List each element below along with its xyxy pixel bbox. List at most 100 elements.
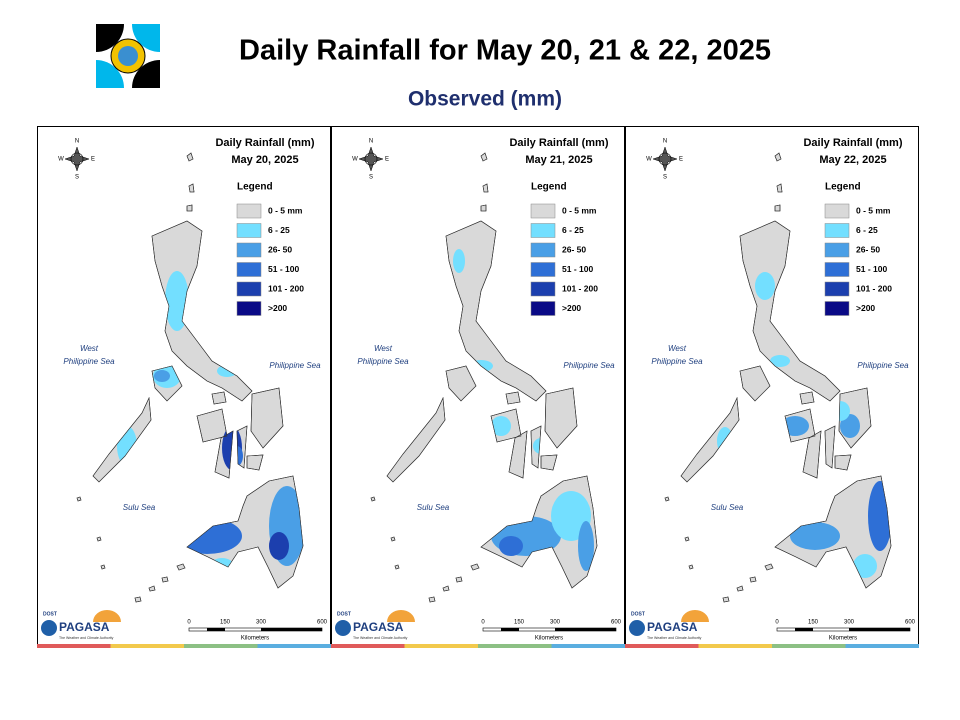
scale-tick-label: 0 [187, 620, 191, 626]
legend-label: 51 - 100 [268, 264, 299, 274]
legend-label: 0 - 5 mm [856, 205, 891, 215]
compass-label: E [385, 157, 389, 163]
compass-label: N [663, 139, 667, 145]
sea-label: Sulu Sea [711, 503, 744, 512]
legend-label: >200 [856, 303, 875, 313]
logo-tagline: The Weather and Climate Authority [59, 636, 114, 640]
compass-label: S [663, 175, 667, 181]
province-border [236, 425, 248, 469]
sea-label: Philippine Sea [269, 361, 321, 370]
province-border [838, 387, 872, 449]
logo-agency: PAGASA [647, 620, 698, 634]
legend-swatch [824, 262, 850, 277]
legend-label: 51 - 100 [856, 264, 887, 274]
compass-rose [652, 146, 678, 172]
panel-date: May 21, 2025 [525, 154, 592, 166]
panel-date: May 20, 2025 [231, 154, 298, 166]
province-border [196, 408, 228, 443]
province-border [445, 220, 547, 402]
legend-label: 101 - 200 [562, 283, 598, 293]
legend-swatch [530, 281, 556, 297]
province-border [490, 408, 522, 443]
legend-swatch [236, 281, 262, 297]
logo-mark [41, 620, 57, 636]
rain-area [578, 521, 594, 571]
sea-label: Philippine Sea [857, 361, 909, 370]
compass: N E S W [352, 139, 389, 181]
logo-part [132, 60, 160, 88]
sea-label: West [668, 344, 687, 353]
bottom-stripe [257, 644, 331, 648]
scale-tick-label: 300 [844, 620, 855, 626]
logo-mark [335, 620, 351, 636]
rain-area [269, 532, 289, 560]
panel-title: Daily Rainfall (mm) [509, 137, 608, 149]
province-border [540, 454, 558, 471]
sea-label: Philippine Sea [357, 357, 409, 366]
province-border [722, 563, 774, 603]
logo-dost: DOST [43, 611, 57, 617]
compass-label: E [91, 157, 95, 163]
province-border [214, 430, 234, 479]
legend-swatch [530, 262, 556, 277]
legend-swatch [530, 223, 556, 238]
province-border [186, 475, 304, 589]
province-border [134, 563, 186, 603]
scale-bar-seg [207, 628, 225, 631]
province-border [246, 454, 264, 471]
compass-label: W [352, 157, 358, 163]
compass-label: N [75, 139, 79, 145]
compass-label: W [58, 157, 64, 163]
sea-label: West [80, 344, 99, 353]
province-border [92, 396, 152, 483]
legend-swatch [236, 242, 262, 258]
panel-title: Daily Rainfall (mm) [803, 137, 902, 149]
logo-umbrella [387, 610, 415, 622]
scale-tick-label: 600 [317, 620, 328, 626]
scale-bar-seg [849, 628, 910, 631]
scale-tick-label: 300 [550, 620, 561, 626]
logo-part [132, 24, 160, 52]
legend-label: 0 - 5 mm [562, 205, 597, 215]
compass: N E S W [58, 139, 95, 181]
header-logo [96, 24, 160, 88]
scale-unit: Kilometers [829, 636, 857, 642]
legend-label: 26- 50 [562, 244, 586, 254]
scale-tick-label: 150 [808, 620, 819, 626]
legend-swatch [824, 203, 850, 219]
logo-part [96, 24, 124, 52]
rain-area [770, 355, 790, 367]
legend-label: 51 - 100 [562, 264, 593, 274]
bottom-stripe [625, 644, 699, 648]
province-border [445, 365, 477, 402]
rain-area [499, 536, 523, 556]
sea-label: Sulu Sea [123, 503, 156, 512]
compass: N E S W [646, 139, 683, 181]
province-border [824, 425, 836, 469]
compass-label: S [75, 175, 79, 181]
sea-label: Philippine Sea [63, 357, 115, 366]
province-border [784, 408, 816, 443]
logo-mark [629, 620, 645, 636]
logo-tagline: The Weather and Climate Authority [353, 636, 408, 640]
legend-label: 0 - 5 mm [268, 205, 303, 215]
scale-tick-label: 0 [775, 620, 779, 626]
bottom-stripe [845, 644, 919, 648]
legend-label: 6 - 25 [856, 225, 878, 235]
legend-swatch [530, 203, 556, 219]
province-border [834, 454, 852, 471]
scale-tick-label: 300 [256, 620, 267, 626]
logo-agency: PAGASA [59, 620, 110, 634]
compass-label: W [646, 157, 652, 163]
rain-area [853, 554, 877, 578]
bottom-stripe [37, 644, 111, 648]
logo-dost: DOST [631, 611, 645, 617]
rain-area [491, 416, 511, 436]
page-title: Daily Rainfall for May 20, 21 & 22, 2025 [239, 35, 771, 67]
sea-label: Philippine Sea [651, 357, 703, 366]
page-subtitle: Observed (mm) [408, 88, 562, 111]
province-border [508, 430, 528, 479]
province-border [211, 391, 227, 405]
sea-label: West [374, 344, 393, 353]
